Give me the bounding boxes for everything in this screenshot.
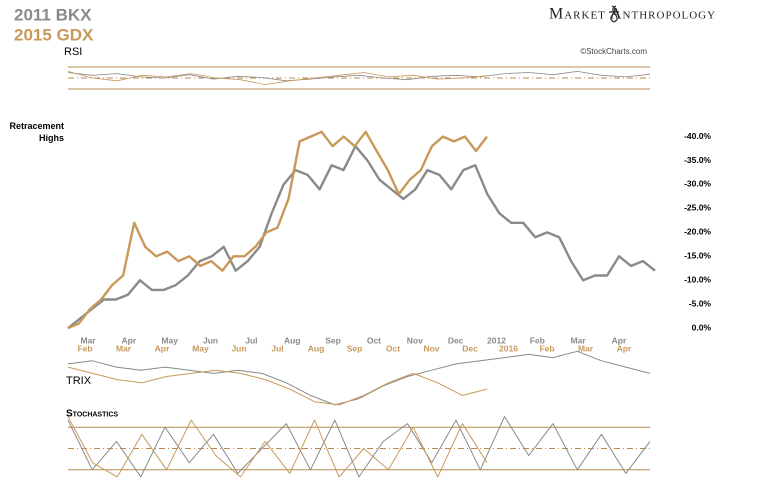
x-tick-label: 2012 [487,335,506,345]
x-tick-label: Nov [407,335,423,345]
x-tick-label: May [161,335,178,345]
panel-title: RSI [64,46,82,58]
series-line [67,350,651,406]
credit: ©StockCharts.com [580,47,647,56]
x-tick-label: Feb [539,343,554,353]
annotation: Retracement Highs [9,121,64,143]
x-tick-label: Apr [122,335,137,345]
series-line [67,416,651,478]
series-line [67,145,656,330]
y-tick-label: -15.0% [684,251,711,261]
x-tick-label: Sep [347,343,363,353]
y-tick-label: -20.0% [684,227,711,237]
brand-icon [609,5,619,23]
x-tick-label: Aug [308,343,325,353]
y-tick-label: -10.0% [684,275,711,285]
series-line [67,71,488,85]
x-tick-label: Feb [530,335,545,345]
y-tick-label: -30.0% [684,179,711,189]
x-tick-label: Dec [448,335,464,345]
x-tick-label: Sep [325,335,341,345]
x-tick-label: Mar [80,335,96,345]
x-tick-label: Apr [617,343,632,353]
x-tick-label: Dec [462,343,478,353]
panel-title: Stochastics [66,409,118,420]
x-tick-label: Mar [571,335,587,345]
x-tick-label: 2016 [499,343,518,353]
panel-title: TRIX [66,375,92,387]
x-tick-label: Feb [77,343,92,353]
y-tick-label: -35.0% [684,155,711,165]
x-tick-label: Jul [271,343,283,353]
x-tick-label: Oct [386,343,400,353]
x-tick-label: Oct [367,335,381,345]
x-tick-label: Nov [423,343,439,353]
x-tick-label: May [192,343,209,353]
series-line [67,130,488,330]
x-tick-label: Jul [245,335,257,345]
x-tick-label: Jun [203,335,218,345]
y-tick-label: -40.0% [684,131,711,141]
x-tick-label: Mar [116,343,132,353]
series-line [67,366,488,406]
series-line [67,71,651,82]
legend-entry: 2015 GDX [14,25,94,44]
x-tick-label: Jun [231,343,246,353]
brand: Market Anthropology [549,6,716,23]
x-tick-label: Mar [578,343,594,353]
x-tick-label: Aug [284,335,301,345]
y-tick-label: -5.0% [689,299,712,309]
y-tick-label: 0.0% [692,322,712,332]
y-tick-label: -25.0% [684,203,711,213]
x-tick-label: Apr [612,335,627,345]
series-line [67,416,488,478]
x-tick-label: Apr [155,343,170,353]
legend-entry: 2011 BKX [14,5,92,24]
